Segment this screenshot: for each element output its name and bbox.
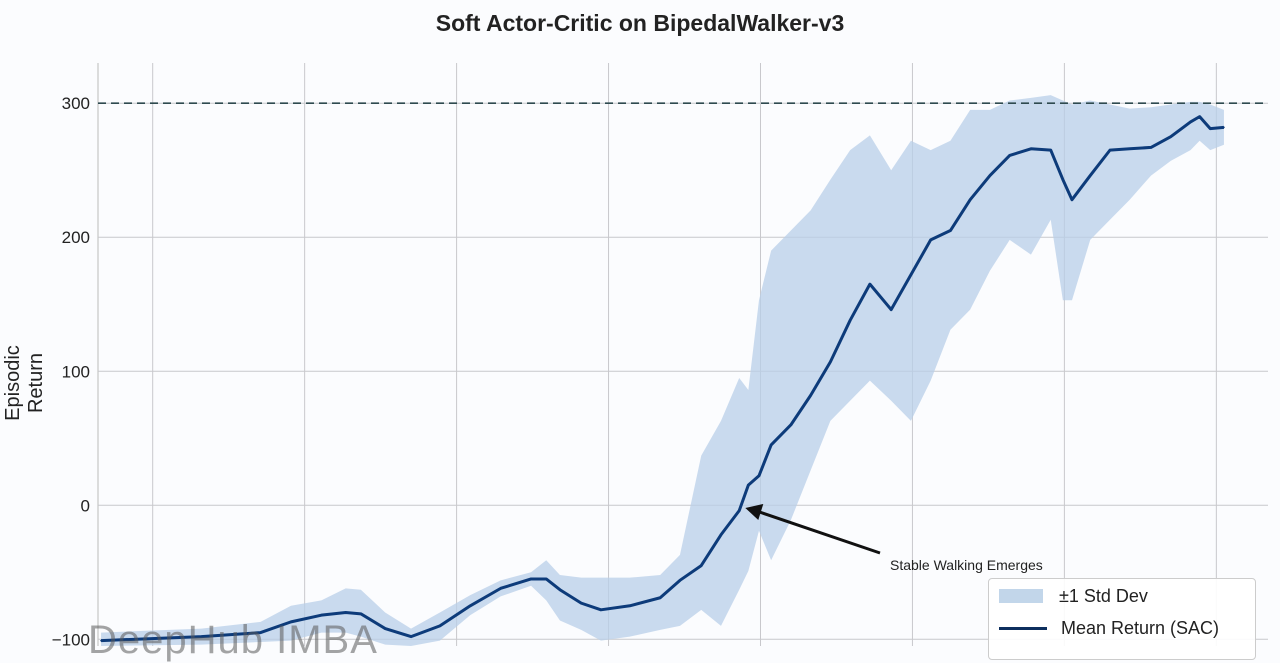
mean-point <box>290 621 292 623</box>
mean-point <box>1049 149 1052 151</box>
mean-point <box>1223 126 1225 129</box>
mean-point <box>320 614 323 616</box>
mean-point <box>969 198 971 201</box>
mean-point <box>829 361 832 363</box>
mean-point <box>910 273 912 276</box>
mean-point <box>360 613 362 615</box>
mean-point <box>679 579 681 582</box>
mean-point <box>890 308 892 311</box>
mean-point <box>259 631 262 634</box>
mean-point <box>410 635 412 638</box>
mean-point <box>747 484 750 486</box>
mean-point <box>439 625 441 627</box>
chart-plot: −100 0 100 200 300 <box>52 63 1268 646</box>
mean-point <box>600 609 602 611</box>
mean-point <box>869 283 871 285</box>
mean-point <box>1062 178 1064 181</box>
y-tick-label: 0 <box>81 496 90 515</box>
mean-point <box>1128 147 1131 150</box>
y-tick-label: −100 <box>52 630 90 646</box>
mean-point <box>1169 135 1172 138</box>
mean-point <box>929 239 932 241</box>
annotation-arrow <box>758 510 881 555</box>
mean-point <box>629 604 631 607</box>
mean-point <box>469 604 472 607</box>
legend-item-std: ±1 Std Dev <box>999 583 1148 609</box>
mean-point <box>738 509 741 512</box>
mean-point <box>1008 154 1011 157</box>
mean-point <box>1071 198 1073 201</box>
mean-point <box>384 627 386 630</box>
mean-point <box>700 564 703 567</box>
mean-point <box>989 174 991 177</box>
mean-point <box>1189 121 1192 123</box>
legend: ±1 Std Dev Mean Return (SAC) <box>988 578 1256 660</box>
y-tick-label: 100 <box>62 362 90 381</box>
mean-point <box>849 319 851 322</box>
annotation-text: Stable Walking Emerges <box>890 557 1043 573</box>
mean-point <box>580 602 582 604</box>
mean-point <box>1150 146 1152 149</box>
mean-point <box>545 578 548 580</box>
mean-point <box>1209 127 1212 130</box>
chart-title: Soft Actor-Critic on BipedalWalker-v3 <box>435 10 845 36</box>
legend-item-mean: Mean Return (SAC) <box>999 615 1219 641</box>
mean-point <box>1198 115 1201 118</box>
mean-point <box>758 474 760 477</box>
legend-swatch-line <box>999 626 1047 630</box>
mean-point <box>200 635 203 638</box>
mean-point <box>344 611 347 614</box>
mean-point <box>530 578 532 580</box>
mean-point <box>1030 147 1032 150</box>
mean-point <box>720 533 722 536</box>
mean-point <box>809 394 812 397</box>
y-tick-label: 200 <box>62 228 90 247</box>
legend-label-mean: Mean Return (SAC) <box>1061 617 1220 638</box>
annotation-arrowhead <box>745 503 764 520</box>
std-band <box>101 95 1224 646</box>
mean-point <box>1089 174 1092 177</box>
watermark: DeepHub IMBA <box>88 618 378 662</box>
mean-point <box>949 229 952 232</box>
mean-point <box>1109 149 1111 151</box>
mean-point <box>770 444 772 446</box>
mean-point <box>559 588 561 591</box>
mean-point <box>659 596 662 599</box>
legend-swatch-band <box>999 589 1043 603</box>
mean-point <box>499 587 502 590</box>
legend-label-std: ±1 Std Dev <box>1059 585 1148 606</box>
mean-point <box>790 424 792 426</box>
mean-point <box>100 639 102 642</box>
y-tick-label: 300 <box>62 94 90 113</box>
